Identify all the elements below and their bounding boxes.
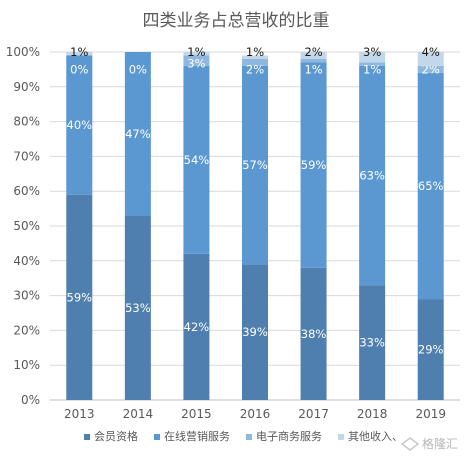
data-label: 39% xyxy=(242,325,268,339)
legend-label: 其他收入、 xyxy=(348,429,403,443)
data-label: 54% xyxy=(184,153,210,167)
bar-segment xyxy=(183,65,210,254)
legend-swatch xyxy=(246,434,252,440)
data-label: 1% xyxy=(70,45,88,59)
data-label: 1% xyxy=(246,45,264,59)
data-label: 3% xyxy=(187,56,205,70)
data-label: 1% xyxy=(363,62,381,76)
bar-segment xyxy=(417,299,444,400)
bar-segment xyxy=(300,52,327,59)
data-label: 33% xyxy=(359,336,385,350)
y-axis-tick-labels: 0% 10% 20% 30% 40% 50% 60% 70% 80% 90% 100% xyxy=(6,45,40,407)
bar-segment xyxy=(300,58,327,63)
bar-segment xyxy=(66,52,93,56)
bar-segment xyxy=(124,52,151,216)
data-label: 57% xyxy=(242,158,268,172)
x-axis-tick-labels: 2013 2014 2015 2016 2017 2018 2019 xyxy=(64,407,446,421)
data-label: 3% xyxy=(363,45,381,59)
y-tick-label: 80% xyxy=(13,115,40,129)
bar-segment xyxy=(359,285,386,400)
data-label: 0% xyxy=(129,62,147,76)
data-label: 4% xyxy=(422,45,440,59)
bar-segment xyxy=(359,65,386,286)
bar-segment xyxy=(242,264,268,400)
bar-segment xyxy=(242,58,268,66)
legend: 会员资格 在线营销服务 电子商务服务 其他收入、 xyxy=(84,429,403,443)
bar-segment xyxy=(124,215,151,400)
bar-segment xyxy=(66,55,93,195)
watermark-text: 格隆汇 xyxy=(422,436,458,451)
y-tick-label: 30% xyxy=(13,289,40,303)
y-tick-label: 40% xyxy=(13,254,40,268)
x-tick-label: 2019 xyxy=(415,407,446,421)
y-tick-label: 70% xyxy=(13,149,40,163)
bar-segment xyxy=(300,267,327,400)
bar-segment xyxy=(242,55,268,59)
x-tick-label: 2015 xyxy=(181,407,212,421)
data-label: 2% xyxy=(304,45,322,59)
y-tick-label: 0% xyxy=(21,393,40,407)
bar-segment xyxy=(242,65,268,265)
data-label: 40% xyxy=(67,118,93,132)
chart-title: 四类业务占总营收的比重 xyxy=(143,11,330,31)
bar-segment xyxy=(66,194,93,400)
bar-segment xyxy=(359,62,386,66)
y-tick-label: 90% xyxy=(13,80,40,94)
x-tick-label: 2016 xyxy=(240,407,271,421)
bar-segment xyxy=(359,52,386,63)
data-label: 63% xyxy=(359,169,385,183)
y-tick-label: 10% xyxy=(13,358,40,372)
bar-segment xyxy=(417,65,444,73)
legend-swatch xyxy=(154,434,160,440)
watermark: 格隆汇 xyxy=(400,436,458,451)
x-tick-label: 2014 xyxy=(123,407,154,421)
bar-segment xyxy=(417,52,444,66)
y-tick-label: 100% xyxy=(6,45,40,59)
x-tick-label: 2013 xyxy=(64,407,95,421)
legend-label: 会员资格 xyxy=(94,429,138,443)
y-tick-label: 20% xyxy=(13,323,40,337)
data-label: 65% xyxy=(418,179,444,193)
bar-segment xyxy=(300,62,327,268)
data-label: 42% xyxy=(184,320,210,334)
legend-label: 电子商务服务 xyxy=(256,429,322,443)
legend-swatch xyxy=(84,434,90,440)
data-label: 53% xyxy=(125,301,151,315)
data-label: 0% xyxy=(70,62,88,76)
bar-segment xyxy=(183,55,210,66)
data-label: 38% xyxy=(301,327,327,341)
bar-segment xyxy=(417,72,444,300)
bar-segment xyxy=(183,52,210,56)
x-tick-label: 2018 xyxy=(357,407,388,421)
data-label: 29% xyxy=(418,343,444,357)
watermark-logo-icon xyxy=(400,437,420,451)
x-tick-label: 2017 xyxy=(298,407,329,421)
data-label: 1% xyxy=(304,62,322,76)
data-label: 2% xyxy=(246,62,264,76)
data-label: 47% xyxy=(125,127,151,141)
legend-swatch xyxy=(338,434,344,440)
legend-label: 在线营销服务 xyxy=(164,429,230,443)
data-label: 59% xyxy=(301,158,327,172)
data-label: 1% xyxy=(187,45,205,59)
data-label: 59% xyxy=(67,290,93,304)
y-tick-label: 50% xyxy=(13,219,40,233)
bar-segment xyxy=(183,253,210,400)
bar-series: 59%40%0%1%53%47%0%42%54%3%1%39%57%2%1%38… xyxy=(66,45,444,400)
y-tick-label: 60% xyxy=(13,184,40,198)
